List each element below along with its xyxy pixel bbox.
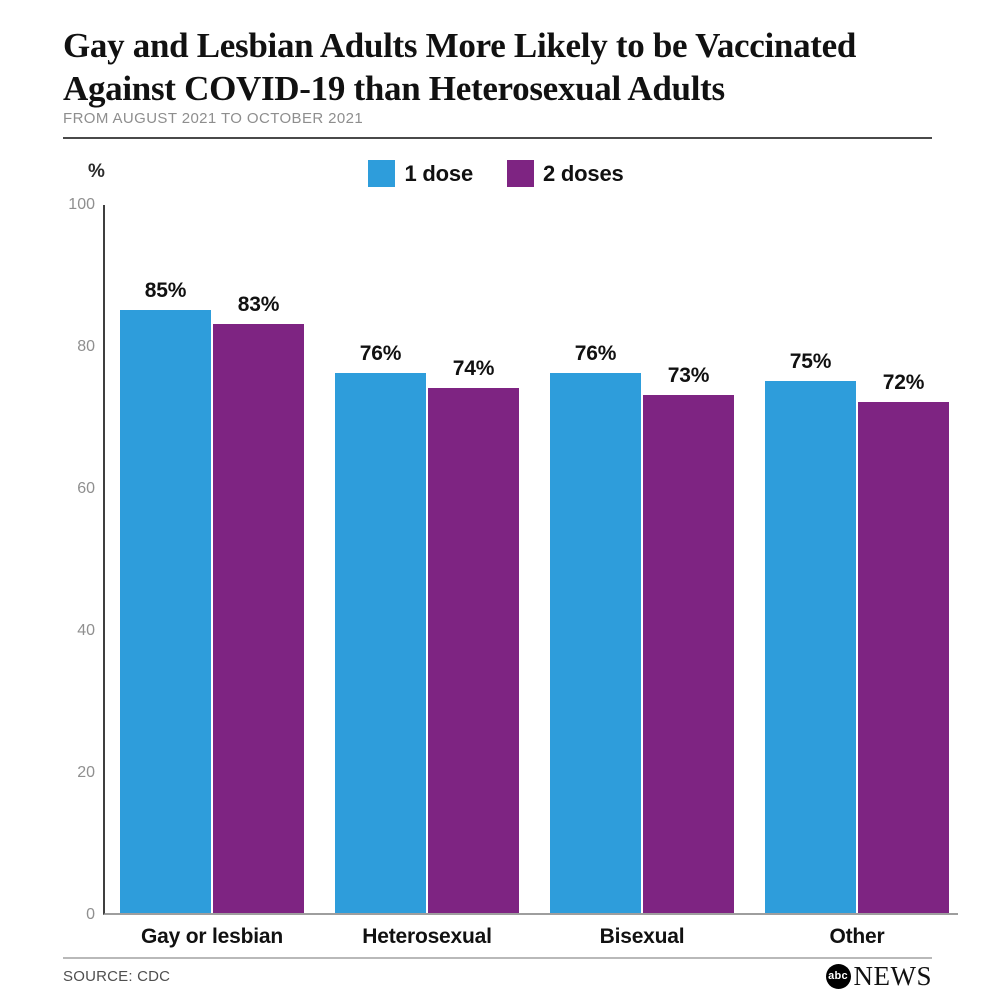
bar-column: 73% <box>643 205 734 913</box>
header-divider <box>63 137 932 139</box>
y-tick-label: 20 <box>77 764 95 781</box>
y-tick-label: 40 <box>77 622 95 639</box>
category-label: Bisexual <box>599 925 685 948</box>
bar-column: 75% <box>765 205 856 913</box>
bar-group-other: 75% 72% <box>765 205 949 913</box>
bar-2-doses <box>428 387 519 913</box>
chart-title-line2: Against COVID-19 than Heterosexual Adult… <box>63 69 725 109</box>
source-credit: SOURCE: CDC <box>63 968 171 985</box>
y-tick-label: 100 <box>68 196 95 213</box>
category-label: Gay or lesbian <box>141 925 283 948</box>
news-wordmark: NEWS <box>853 961 932 991</box>
y-tick-label: 60 <box>77 480 95 497</box>
bar-group-heterosexual: 76% 74% <box>335 205 519 913</box>
legend-label-1-dose: 1 dose <box>404 160 473 186</box>
bar-value-label: 76% <box>574 342 617 366</box>
bar-column: 83% <box>213 205 304 913</box>
plot-area: 0 20 40 60 80 100 85% 83% Gay or lesbian 76% 74% He… <box>68 196 958 948</box>
bar-1-dose <box>550 373 641 913</box>
legend-swatch-1-dose <box>368 160 396 187</box>
y-axis-unit-label: % <box>88 161 105 182</box>
bar-value-label: 74% <box>452 356 495 380</box>
legend-label-2-doses: 2 doses <box>542 160 624 186</box>
chart-title-line1: Gay and Lesbian Adults More Likely to be… <box>63 26 857 65</box>
bar-2-doses <box>858 401 949 913</box>
bar-value-label: 85% <box>144 278 187 302</box>
y-tick-label: 0 <box>86 906 95 923</box>
bar-value-label: 72% <box>882 370 925 394</box>
bar-value-label: 76% <box>359 342 402 366</box>
bar-column: 72% <box>858 205 949 913</box>
bar-group-bisexual: 76% 73% <box>550 205 734 913</box>
legend-item-2-doses: 2 doses <box>506 160 624 187</box>
legend: 1 dose 2 doses <box>0 160 992 187</box>
bar-group-gay-or-lesbian: 85% 83% <box>120 205 304 913</box>
chart-subtitle: FROM AUGUST 2021 TO OCTOBER 2021 <box>63 110 364 127</box>
bar-value-label: 73% <box>667 363 710 387</box>
legend-swatch-2-doses <box>506 160 534 187</box>
y-tick-label: 80 <box>77 338 95 355</box>
footer-divider <box>63 957 932 959</box>
bar-column: 76% <box>550 205 641 913</box>
bar-column: 74% <box>428 205 519 913</box>
bar-1-dose <box>765 380 856 913</box>
bar-1-dose <box>120 309 211 913</box>
legend-item-1-dose: 1 dose <box>368 160 473 187</box>
abc-news-logo: abc NEWS <box>825 961 933 992</box>
bar-value-label: 75% <box>789 349 832 373</box>
chart-title: Gay and Lesbian Adults More Likely to be… <box>63 24 943 110</box>
abc-logo-icon: abc <box>825 964 851 989</box>
bar-2-doses <box>213 323 304 913</box>
category-label: Heterosexual <box>362 925 492 948</box>
bar-value-label: 83% <box>237 292 280 316</box>
category-label: Other <box>829 925 885 948</box>
bar-column: 85% <box>120 205 211 913</box>
bar-1-dose <box>335 373 426 913</box>
bar-column: 76% <box>335 205 426 913</box>
bar-2-doses <box>643 394 734 913</box>
